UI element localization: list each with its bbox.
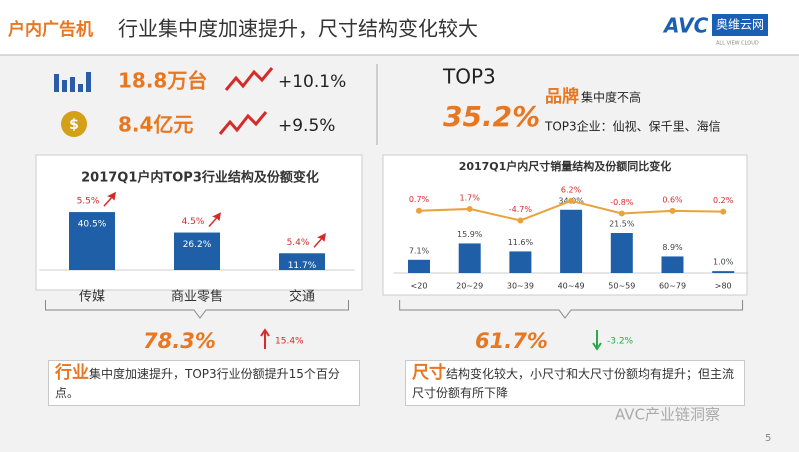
- summary-share: 61.7%: [475, 329, 548, 353]
- growth-icon: [218, 111, 268, 135]
- x-tick-label: >80: [715, 282, 732, 291]
- x-tick-label: 商业零售: [171, 289, 223, 305]
- line-label: 1.7%: [460, 193, 481, 202]
- value-label: 11.7%: [288, 261, 317, 271]
- bracket: [399, 300, 744, 319]
- top3-share: 35.2%: [443, 100, 540, 133]
- value-label: 40.5%: [78, 220, 107, 230]
- trend-arrow: [592, 330, 602, 351]
- bar: [458, 243, 481, 273]
- note-text: 结构变化较大，小尺寸和大尺寸份额均有提升；但主流尺寸份额有所下降: [412, 367, 735, 400]
- change-label: 5.4%: [287, 238, 310, 248]
- bar: [174, 232, 220, 270]
- x-tick-label: 30~39: [507, 282, 534, 291]
- arrow-icon: [103, 191, 116, 207]
- change-label: 5.5%: [77, 197, 100, 207]
- line-point: [669, 207, 676, 214]
- value-label: 8.9%: [662, 243, 683, 252]
- bar: [610, 233, 633, 273]
- chart-title: 2017Q1户内TOP3行业结构及份额变化: [81, 170, 319, 186]
- note-text: 集中度加速提升，TOP3行业份额提升15个百分点。: [55, 367, 340, 400]
- change-label: 4.5%: [182, 217, 205, 227]
- trend-arrow: [260, 328, 270, 349]
- value-label: 7.1%: [409, 246, 430, 255]
- line-label: 6.2%: [561, 185, 582, 194]
- line-point: [466, 205, 473, 212]
- value-label: 15.9%: [457, 230, 483, 239]
- summary-change: 15.4%: [275, 337, 304, 347]
- x-tick-label: <20: [411, 282, 428, 291]
- logo: AVC: [662, 14, 709, 38]
- logo-box: [712, 14, 768, 36]
- line-point: [618, 210, 625, 217]
- brand-key: 品牌: [545, 86, 579, 107]
- money-icon: $: [61, 111, 87, 137]
- value-label: 1.0%: [713, 258, 734, 267]
- chart-title: 2017Q1户内尺寸销量结构及份额同比变化: [459, 159, 672, 173]
- arrow-icon: [208, 212, 221, 228]
- x-tick-label: 50~59: [608, 282, 635, 291]
- x-tick-label: 40~49: [558, 282, 585, 291]
- chart-icon: [54, 72, 91, 92]
- bar: [560, 209, 583, 273]
- bracket: [45, 300, 349, 319]
- value-label: 26.2%: [183, 240, 212, 250]
- top3-label: TOP3: [442, 65, 496, 89]
- note-key: 尺寸: [412, 363, 446, 383]
- line-point: [416, 207, 422, 214]
- line-label: -4.7%: [509, 205, 533, 214]
- logo-en: ALL VIEW CLOUD: [716, 41, 759, 47]
- title: 行业集中度加速提升，尺寸结构变化较大: [118, 17, 478, 41]
- line-label: 0.6%: [662, 195, 683, 204]
- line-label: 0.7%: [409, 195, 430, 204]
- x-tick-label: 20~29: [456, 282, 483, 291]
- x-tick-label: 交通: [289, 289, 315, 305]
- value-label: 11.6%: [508, 238, 534, 247]
- line-label: 0.2%: [713, 196, 734, 205]
- growth-icon: [224, 67, 274, 91]
- bar: [408, 259, 430, 273]
- badge: 户内广告机: [8, 19, 93, 40]
- top3-companies: TOP3企业：仙视、保千里、海信: [544, 119, 721, 134]
- note-box: 尺寸结构变化较大，小尺寸和大尺寸份额均有提升；但主流尺寸份额有所下降: [405, 360, 745, 406]
- bar: [661, 256, 684, 273]
- watermark: AVC产业链洞察: [615, 406, 720, 424]
- bar: [279, 253, 325, 270]
- page-number: 5: [765, 433, 771, 444]
- bar: [509, 251, 532, 273]
- x-tick-label: 60~79: [659, 282, 686, 291]
- value-label: 21.5%: [609, 220, 635, 229]
- line-point: [720, 208, 727, 215]
- logo-cn: 奥维云网: [716, 18, 764, 32]
- kpi-revenue-growth: +9.5%: [278, 116, 335, 136]
- line-point: [517, 217, 524, 224]
- line-point: [568, 197, 575, 204]
- note-box: 行业集中度加速提升，TOP3行业份额提升15个百分点。: [48, 360, 360, 406]
- bar: [69, 212, 115, 270]
- x-tick-label: 传媒: [79, 290, 105, 305]
- summary-share: 78.3%: [143, 329, 216, 353]
- svg-text:$: $: [69, 117, 79, 133]
- kpi-volume-growth: +10.1%: [278, 72, 346, 92]
- kpi-revenue: 8.4亿元: [118, 113, 193, 137]
- bar: [712, 271, 735, 273]
- note-key: 行业: [55, 363, 89, 383]
- brand-note: 集中度不高: [581, 90, 641, 105]
- header-bg: [0, 0, 799, 55]
- arrow-icon: [313, 232, 326, 248]
- line-label: -0.8%: [610, 198, 634, 207]
- summary-change: -3.2%: [607, 337, 634, 347]
- kpi-volume: 18.8万台: [118, 69, 207, 93]
